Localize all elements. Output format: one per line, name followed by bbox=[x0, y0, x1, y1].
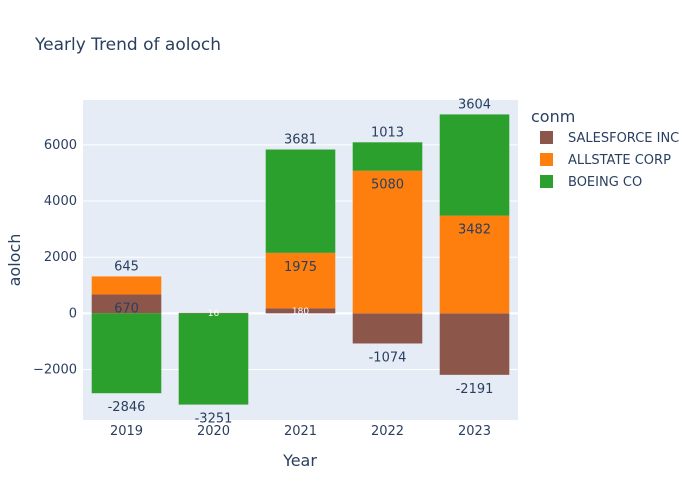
x-axis-ticks: 2019 2020 2021 2022 2023 bbox=[110, 424, 491, 439]
x-tick-label: 2019 bbox=[110, 424, 143, 439]
legend-label: BOEING CO bbox=[568, 175, 642, 190]
bar-data-label: -2191 bbox=[456, 382, 494, 397]
legend-swatch bbox=[540, 153, 553, 166]
bar-segment bbox=[352, 313, 423, 344]
bar-segment bbox=[91, 276, 162, 295]
legend-item[interactable]: SALESFORCE INC bbox=[540, 131, 679, 146]
legend-swatch bbox=[540, 131, 553, 144]
bar-segment bbox=[439, 215, 510, 314]
bar-data-label: 645 bbox=[114, 259, 139, 274]
bar-data-label: 16 bbox=[208, 309, 220, 319]
y-tick-label: 4000 bbox=[44, 194, 77, 209]
legend-title: conm bbox=[531, 107, 575, 126]
y-axis-title: aoloch bbox=[5, 234, 24, 287]
bar-data-label: -1074 bbox=[369, 350, 407, 365]
bar-data-label: 1013 bbox=[371, 125, 404, 140]
bar-segment bbox=[439, 313, 510, 375]
y-tick-label: −2000 bbox=[33, 362, 77, 377]
legend-label: ALLSTATE CORP bbox=[568, 153, 671, 168]
x-tick-label: 2023 bbox=[458, 424, 491, 439]
x-axis-title: Year bbox=[282, 451, 317, 470]
bar-segment bbox=[352, 170, 423, 314]
bar-data-label: 670 bbox=[114, 302, 139, 317]
y-axis-ticks: −2000 0 2000 4000 6000 bbox=[33, 138, 77, 378]
chart-title: Yearly Trend of aoloch bbox=[34, 35, 221, 55]
y-tick-label: 2000 bbox=[44, 250, 77, 265]
bar-segment bbox=[178, 312, 249, 314]
bar-segment bbox=[265, 149, 336, 253]
legend-label: SALESFORCE INC bbox=[568, 131, 679, 146]
y-tick-label: 6000 bbox=[44, 138, 77, 153]
legend-item[interactable]: BOEING CO bbox=[540, 175, 642, 190]
bar-segment bbox=[91, 294, 162, 314]
bar-segment bbox=[178, 313, 249, 405]
bar-data-label: 3681 bbox=[284, 133, 317, 148]
bars bbox=[91, 114, 510, 405]
y-tick-label: 0 bbox=[69, 306, 77, 321]
legend-swatch bbox=[540, 175, 553, 188]
bar-data-label: 3482 bbox=[458, 223, 491, 238]
bar-data-label: -3251 bbox=[195, 412, 233, 427]
x-tick-label: 2021 bbox=[284, 424, 317, 439]
x-tick-label: 2020 bbox=[197, 424, 230, 439]
legend-item[interactable]: ALLSTATE CORP bbox=[540, 153, 671, 168]
x-tick-label: 2022 bbox=[371, 424, 404, 439]
bar-data-label: 5080 bbox=[371, 178, 404, 193]
bar-segment bbox=[439, 114, 510, 216]
legend[interactable]: conm SALESFORCE INC ALLSTATE CORP BOEING C… bbox=[531, 107, 679, 190]
bar-segment bbox=[91, 313, 162, 394]
bar-data-label: 180 bbox=[292, 307, 309, 317]
bar-segment bbox=[265, 252, 336, 309]
bar-segment bbox=[265, 308, 336, 314]
bar-data-label: 1975 bbox=[284, 260, 317, 275]
bar-data-label: -2846 bbox=[108, 400, 146, 415]
bar-segment bbox=[352, 142, 423, 171]
data-labels: 670 16 180 -1074 -2191 645 1975 5080 3482 -2846 -3… bbox=[108, 97, 494, 426]
bar-data-label: 3604 bbox=[458, 97, 491, 112]
